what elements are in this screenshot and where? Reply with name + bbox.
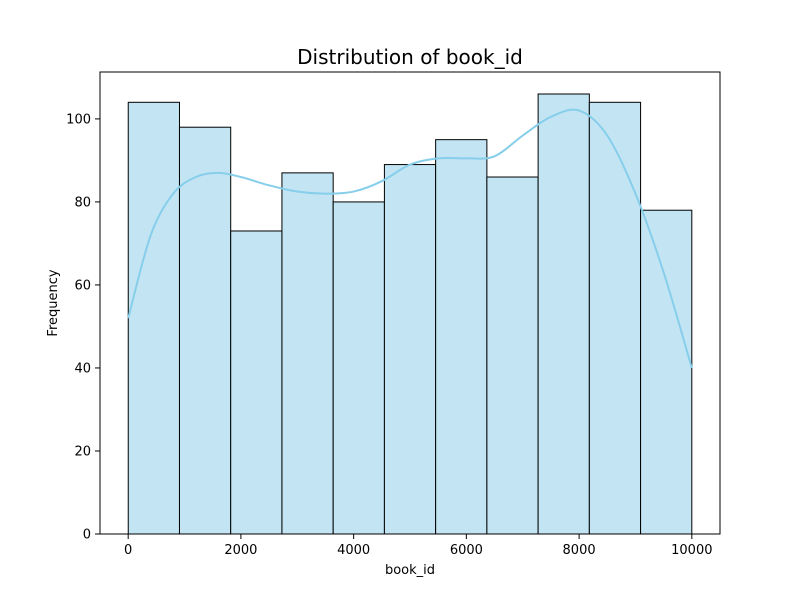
y-tick-label: 60: [74, 278, 91, 293]
histogram-bar-10: [588, 101, 642, 535]
x-tick-label: 10000: [671, 543, 712, 558]
histogram-bar-7: [435, 139, 488, 535]
x-tick-label: 4000: [337, 543, 370, 558]
kde-curve: [127, 108, 693, 369]
histogram-bar-4: [281, 172, 334, 535]
histogram-bar-1: [127, 101, 180, 535]
x-tick-label: 8000: [563, 543, 596, 558]
x-tick-label: 2000: [224, 543, 257, 558]
y-tick-label: 80: [74, 195, 91, 210]
y-tick-label: 20: [74, 444, 91, 459]
histogram-bar-3: [230, 230, 283, 535]
chart-title: Distribution of book_id: [297, 45, 523, 69]
y-axis-label: Frequency: [46, 269, 61, 336]
y-tick-label: 100: [66, 112, 91, 127]
x-tick-label: 6000: [450, 543, 483, 558]
x-axis-label: book_id: [385, 563, 435, 578]
histogram-bar-9: [537, 93, 590, 535]
y-tick-label: 0: [83, 528, 91, 543]
histogram-bar-11: [640, 209, 693, 535]
x-tick-label: 0: [124, 543, 132, 558]
x-axis-ticks: 0 2000 4000 6000 8000 10000: [124, 534, 712, 558]
histogram-bars: [127, 93, 693, 535]
plot-frame: [99, 71, 721, 535]
y-axis-ticks: 0 20 40 60 80 100: [66, 112, 100, 543]
histogram-bar-8: [486, 176, 539, 535]
y-tick-label: 40: [74, 361, 91, 376]
histogram-bar-6: [383, 164, 437, 535]
histogram-bar-5: [332, 201, 385, 535]
histogram-bar-2: [178, 126, 232, 535]
